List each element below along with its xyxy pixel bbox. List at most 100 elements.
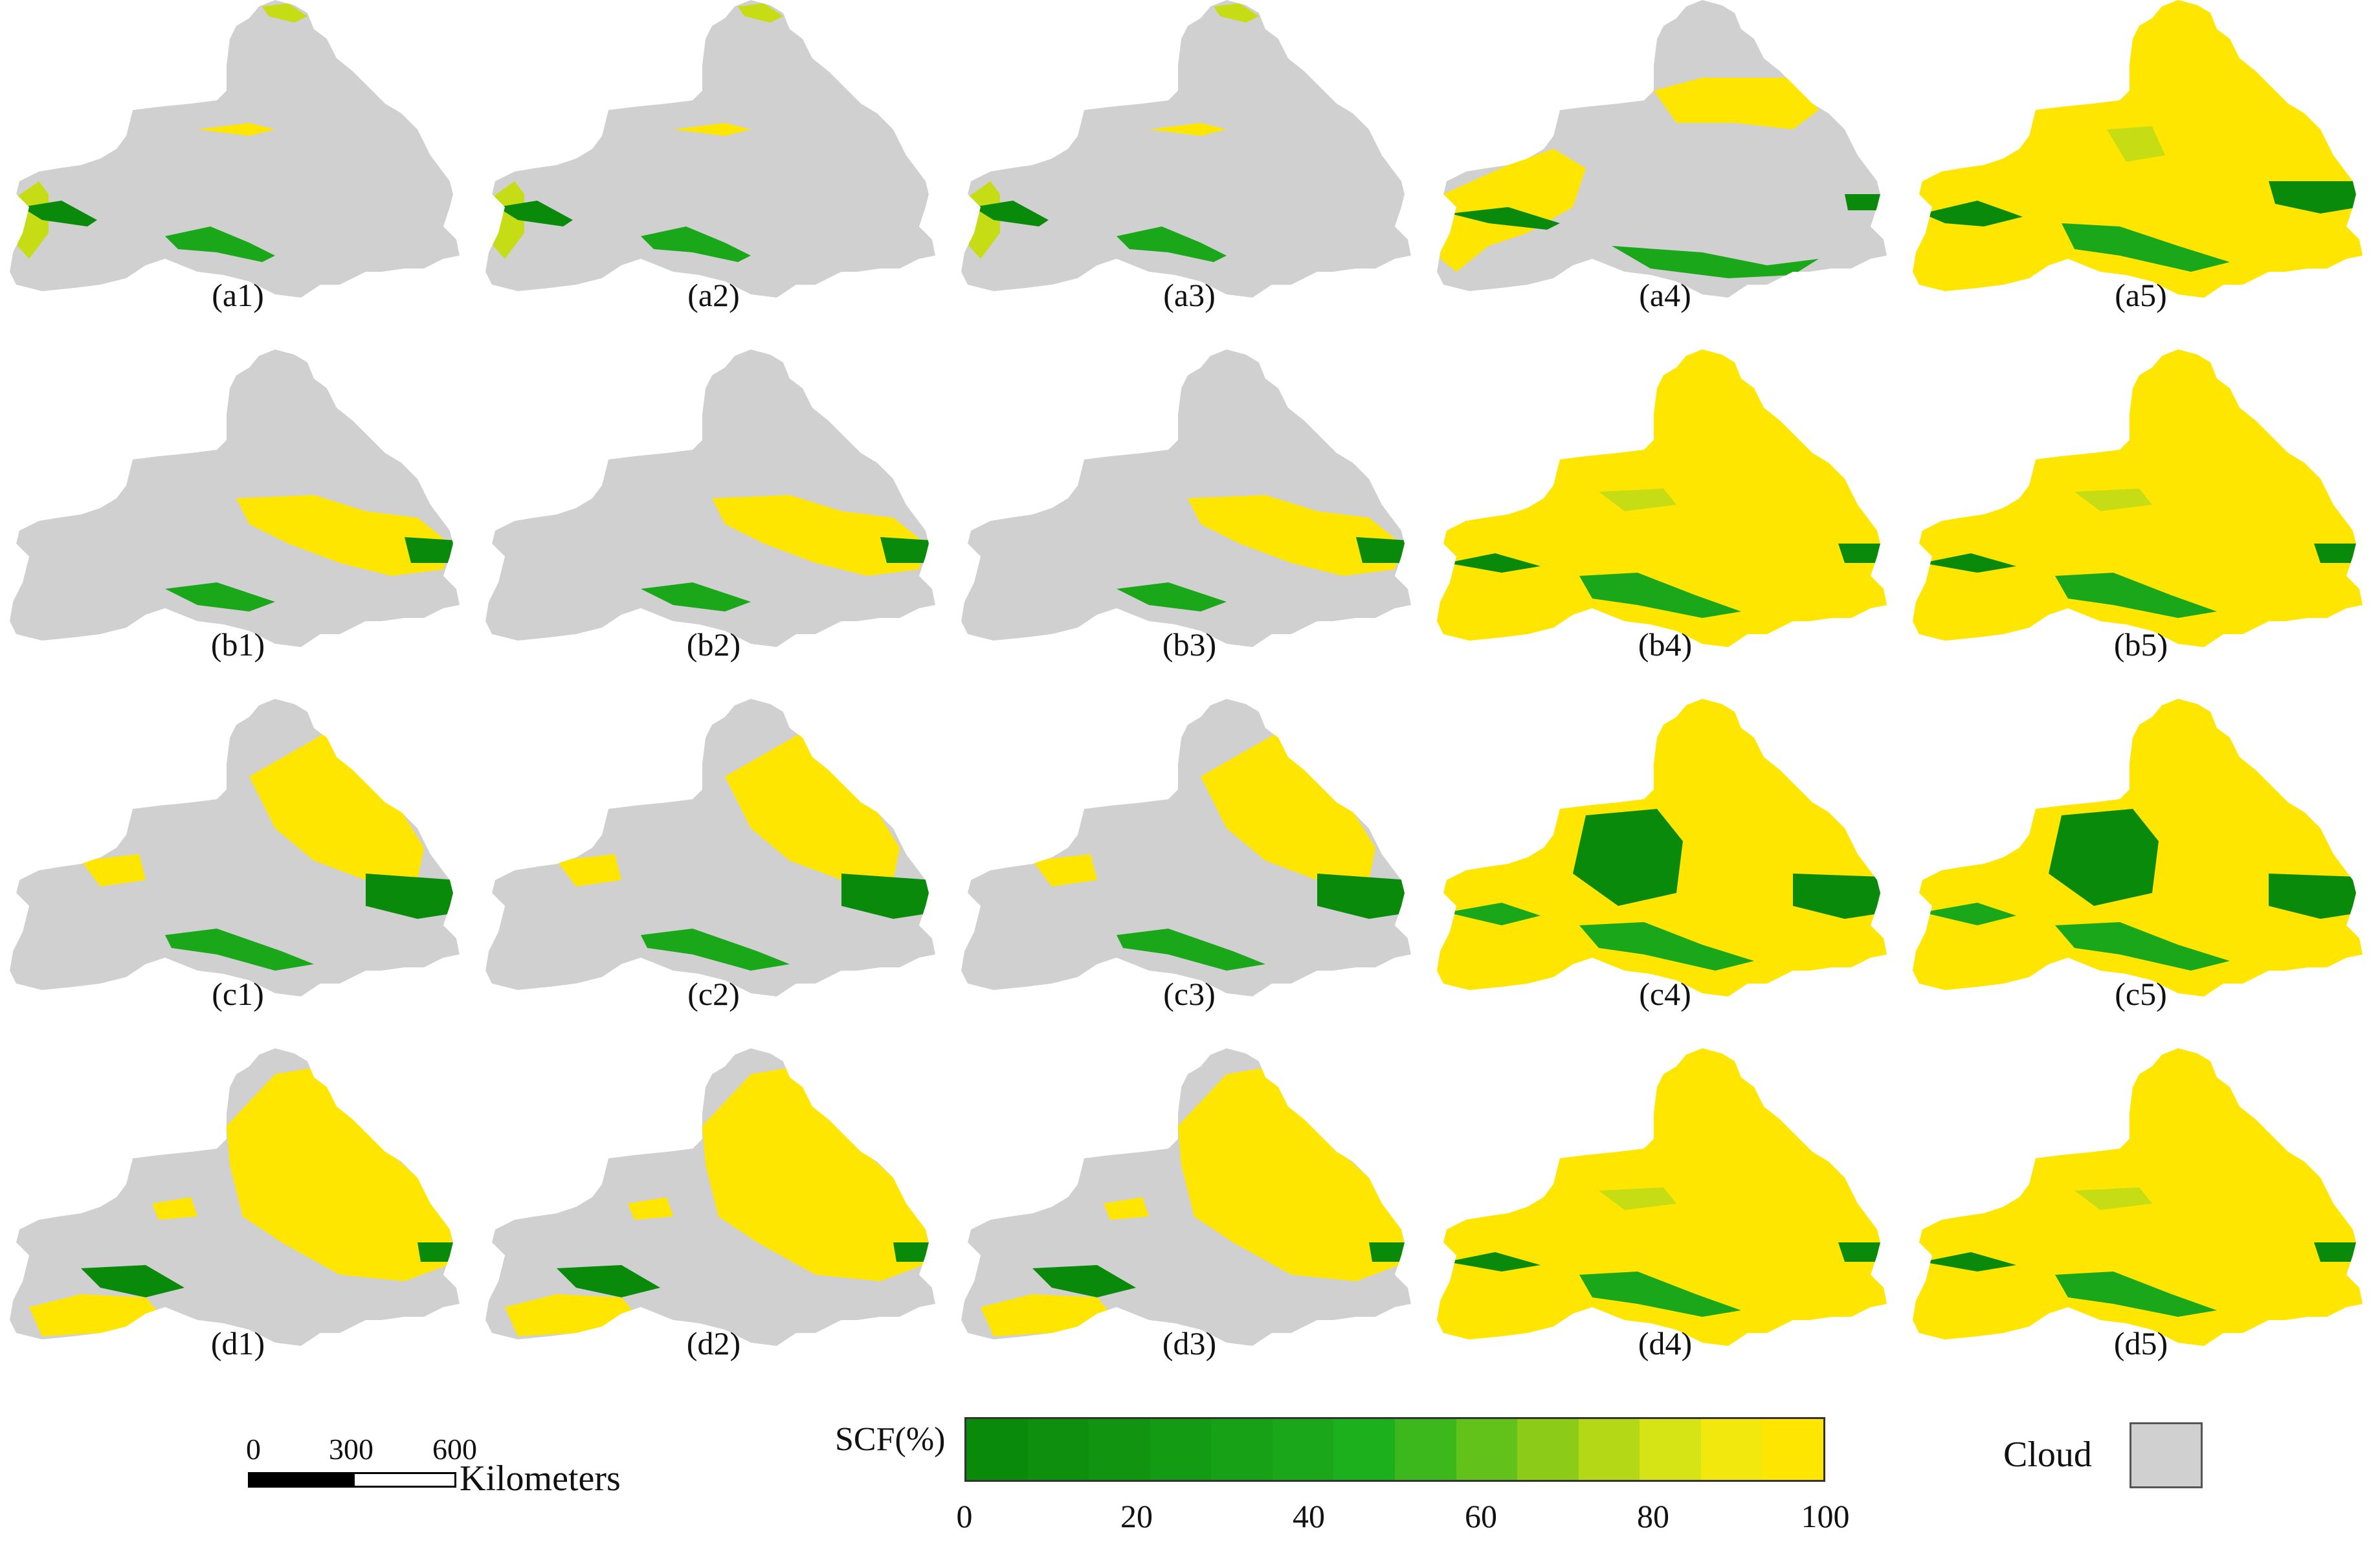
panel-label: (d3) [1162, 1325, 1217, 1361]
snow-region-south-ridge [2062, 223, 2230, 272]
snow-region-central [1599, 489, 1676, 511]
snow-region-central [2074, 1187, 2152, 1210]
colorbar-title: SCF(%) [835, 1421, 946, 1458]
snow-region-east [893, 1242, 932, 1262]
snow-region-west-mountain [497, 201, 573, 226]
map-panel-a5: (a5) [1903, 0, 2379, 349]
panel-label: (a2) [687, 277, 740, 313]
colorbar-step-8 [1456, 1419, 1518, 1480]
scale-segment-white [353, 1472, 456, 1488]
map-panel-c2: (c2) [476, 699, 951, 1048]
snow-region-west-mountain [973, 201, 1049, 226]
map-panel-c3: (c3) [951, 699, 1427, 1048]
panel-label: (d2) [686, 1325, 741, 1361]
snow-region-west-mountain [1447, 1252, 1540, 1272]
cloud-region [485, 349, 935, 647]
snow-region-central [628, 1197, 673, 1220]
snow-region-north [1654, 78, 1819, 129]
panel-label: (c2) [687, 976, 740, 1012]
cloud-legend-label: Cloud [2003, 1435, 2092, 1475]
snow-region-east [712, 495, 926, 576]
map-graphic [961, 699, 1411, 997]
snow-region-central [1104, 1197, 1149, 1220]
snow-region-south-ridge [557, 1265, 660, 1297]
snow-region-east-basin [1793, 874, 1887, 919]
map-panel-c1: (c1) [0, 699, 476, 1048]
colorbar-tick: 80 [1637, 1498, 1669, 1534]
colorbar-step-13 [1762, 1419, 1824, 1480]
cloud-legend-swatch [2130, 1422, 2203, 1488]
snow-region-north [738, 3, 783, 23]
map-graphic [1913, 0, 2363, 298]
snow-region-central [2107, 126, 2165, 162]
panel-label: (b4) [1638, 626, 1693, 663]
map-graphic [1913, 699, 2363, 997]
snow-region-south-ridge [165, 582, 275, 611]
panel-label: (b2) [686, 626, 741, 663]
snow-region-east-basin [366, 874, 460, 919]
colorbar-tick: 40 [1293, 1498, 1325, 1534]
snow-region-north [262, 3, 307, 23]
snow-region-east [2314, 1242, 2356, 1262]
snow-region-south-ridge [1579, 922, 1754, 971]
panel-label: (a1) [212, 277, 264, 313]
scale-tick-300: 300 [329, 1433, 373, 1466]
map-panel-a4: (a4) [1427, 0, 1903, 349]
snow-region-east-basin [1356, 537, 1408, 563]
map-panel-a2: (a2) [476, 0, 951, 349]
snow-region-east-basin [1317, 874, 1411, 919]
map-panel-b4: (b4) [1427, 349, 1903, 699]
snow-region-west-mountain [21, 201, 97, 226]
cloud-region [961, 349, 1411, 647]
panel-label: (b3) [1162, 626, 1217, 663]
snow-region-west [1032, 854, 1097, 887]
map-panel-b5: (b5) [1903, 349, 2379, 699]
snow-region-south-ridge [1032, 1265, 1136, 1297]
scale-bar: 0 300 600 Kilometers [246, 1433, 686, 1517]
map-panel-a3: (a3) [951, 0, 1427, 349]
snow-region-northeast [702, 1068, 932, 1281]
snow-region-east [236, 495, 450, 576]
snow-region-south-ridge [2055, 573, 2217, 618]
map-panel-b2: (b2) [476, 349, 951, 699]
snow-region-central [1599, 1187, 1676, 1210]
map-panel-b3: (b3) [951, 349, 1427, 699]
panel-label: (a3) [1163, 277, 1216, 313]
map-graphic [10, 0, 460, 298]
panel-label: (a4) [1639, 277, 1691, 313]
snow-region-west [16, 181, 49, 259]
snow-region-south-ridge [1117, 929, 1265, 971]
snow-region-south-ridge [165, 929, 314, 971]
snow-region-east-basin [880, 537, 932, 563]
snow-region-west-mountain [1922, 903, 2016, 925]
scale-segment-black [248, 1472, 353, 1488]
snow-region-east [1188, 495, 1401, 576]
map-panel-d4: (d4) [1427, 1048, 1903, 1398]
map-graphic [961, 1048, 1411, 1346]
colorbar-step-3 [1150, 1419, 1212, 1480]
map-graphic [10, 699, 460, 997]
map-panel-d5: (d5) [1903, 1048, 2379, 1398]
colorbar-tick: 60 [1465, 1498, 1497, 1534]
map-panel-d2: (d2) [476, 1048, 951, 1398]
snow-region-south-ridge [1117, 226, 1227, 262]
colorbar-step-10 [1578, 1419, 1640, 1480]
colorbar-step-1 [1027, 1419, 1089, 1480]
colorbar-step-0 [966, 1419, 1028, 1480]
snow-region-south-ridge [1612, 246, 1819, 278]
colorbar-step-4 [1211, 1419, 1273, 1480]
map-panel-d1: (d1) [0, 1048, 476, 1398]
snow-region-west [492, 181, 524, 259]
snow-region-west [81, 854, 146, 887]
panel-label: (c4) [1639, 976, 1691, 1012]
map-graphic [961, 0, 1411, 298]
snow-region-west [968, 181, 1000, 259]
snow-region-west-mountain [1922, 201, 2023, 226]
snow-region-east-basin [841, 874, 935, 919]
scale-tick-600: 600 [432, 1433, 477, 1466]
map-grid: (a1) (a2) (a3) (a4) (a5) (b1) (b2) (b3) (b4) (b5)… [0, 0, 2379, 1398]
map-graphic [485, 349, 935, 647]
snow-region-central [673, 123, 751, 136]
snow-region-east [417, 1242, 456, 1262]
colorbar-tick: 100 [1801, 1498, 1850, 1534]
